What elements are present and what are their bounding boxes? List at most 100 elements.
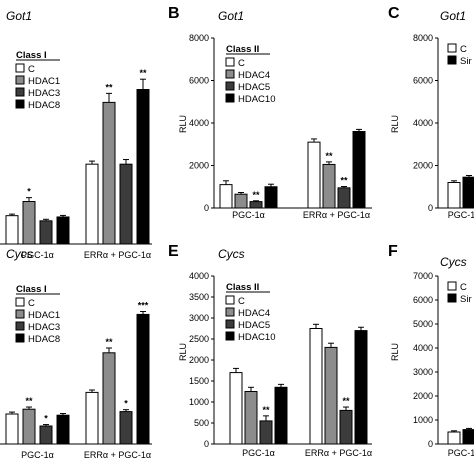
panel-a-legend-swatch (15, 75, 25, 85)
panel-d-significance-label: * (124, 399, 128, 409)
panel-c-bar (462, 176, 474, 209)
panel-f-bar (462, 429, 474, 445)
panel-b-y-tick-label: 6000 (189, 76, 209, 86)
panel-f-y-tick-label: 2000 (413, 391, 433, 401)
panel-f-bar (447, 431, 461, 445)
panel-a-legend-swatch (15, 99, 25, 109)
panel-e-y-tick-label: 1500 (189, 376, 209, 386)
panel-d-bar (85, 391, 99, 445)
panel-e-legend-swatch (225, 331, 235, 341)
panel-d-bar (119, 411, 133, 445)
panel-d-legend-label: HDAC3 (28, 322, 60, 333)
panel-a-significance-label: ** (139, 68, 147, 78)
panel-c-bar (447, 182, 461, 209)
panel-d-significance-label: ** (105, 337, 113, 347)
panel-b-bar (322, 163, 336, 209)
panel-d-legend-label: HDAC8 (28, 334, 60, 345)
panel-a-category-label: PGC-1α (21, 250, 54, 260)
panel-c-y-tick-label: 6000 (413, 76, 433, 86)
panel-b-y-tick-label: 4000 (189, 118, 209, 128)
panel-e-category-label: PGC-1α (242, 448, 275, 458)
panel-e-legend-swatch (225, 319, 235, 329)
panel-a-category-label: ERRα + PGC-1α (84, 250, 151, 260)
panel-f-title: Cycs (440, 255, 467, 269)
panel-d-legend-swatch (15, 309, 25, 319)
panel-b-legend-title: Class II (226, 44, 259, 55)
panel-b-category-label: PGC-1α (232, 210, 265, 220)
panel-a-legend-label: C (28, 64, 35, 75)
panel-b-legend-swatch (225, 81, 235, 91)
panel-b-y-tick-label: 2000 (189, 161, 209, 171)
panel-c-y-tick-label: 8000 (413, 33, 433, 43)
panel-b-bar (337, 187, 351, 209)
panel-e-legend-swatch (225, 295, 235, 305)
panel-e-y-tick-label: 3500 (189, 292, 209, 302)
panel-b-significance-label: ** (325, 151, 333, 161)
panel-e-bar (229, 372, 243, 445)
panel-d-bar (39, 425, 53, 445)
panel-f-legend-swatch (447, 281, 457, 291)
panel-b-legend-label: HDAC5 (238, 82, 270, 93)
panel-d-bar (56, 414, 70, 445)
panel-c-y-axis-label: RLU (390, 115, 400, 133)
panel-e-legend-label: HDAC5 (238, 320, 270, 331)
panel-f-y-axis-label: RLU (390, 343, 400, 361)
panel-f-y-tick-label: 1000 (413, 415, 433, 425)
panel-e-y-axis-label: RLU (178, 343, 188, 361)
panel-b-legend-swatch (225, 57, 235, 67)
panel-c-y-tick-label: 2000 (413, 161, 433, 171)
panel-f-legend-label: C (460, 282, 467, 293)
panel-a-legend-label: HDAC1 (28, 76, 60, 87)
panel-a-bar (56, 216, 70, 245)
panel-d-significance-label: *** (138, 301, 149, 311)
panel-b-category-label: ERRα + PGC-1α (303, 210, 370, 220)
panel-c-legend-label: C (460, 44, 467, 55)
panel-e-y-tick-label: 500 (194, 418, 209, 428)
panel-e-legend-title: Class II (226, 282, 259, 293)
panel-e-y-tick-label: 1000 (189, 397, 209, 407)
panel-d-legend-swatch (15, 321, 25, 331)
panel-e-significance-label: ** (262, 405, 270, 415)
panel-e-title: Cycs (218, 247, 245, 261)
panel-e-bar (354, 330, 368, 445)
panel-e-y-tick-label: 3000 (189, 313, 209, 323)
panel-a-bar (5, 215, 19, 245)
panel-f-category-label: PGC-1 (448, 448, 474, 458)
panel-d-legend-swatch (15, 297, 25, 307)
panel-e-legend-swatch (225, 307, 235, 317)
panel-e-category-label: ERRα + PGC-1α (305, 448, 372, 458)
panel-e-bar (324, 346, 338, 445)
panel-a-bar (102, 101, 116, 245)
panel-f-y-tick-label: 4000 (413, 343, 433, 353)
panel-e-letter: E (168, 243, 179, 260)
panel-d-bar (102, 352, 116, 445)
panel-e-bar (274, 386, 288, 445)
panel-d-significance-label: ** (25, 396, 33, 406)
panel-e-significance-label: ** (342, 396, 350, 406)
panel-c-legend-swatch (447, 55, 457, 65)
panel-b-significance-label: ** (252, 190, 260, 200)
panel-c-legend-label: Sir (460, 56, 472, 67)
panel-b-y-axis-label: RLU (178, 115, 188, 133)
panel-c-y-tick-label: 4000 (413, 118, 433, 128)
panel-f-y-tick-label: 7000 (413, 271, 433, 281)
panel-d-bar (5, 413, 19, 445)
panel-b-legend-swatch (225, 69, 235, 79)
panel-e-y-tick-label: 4000 (189, 271, 209, 281)
panel-e-y-tick-label: 0 (204, 439, 209, 449)
panel-b-bar (352, 131, 366, 209)
panel-e-bar (244, 391, 258, 445)
panel-d-legend-label: C (28, 298, 35, 309)
panel-b-significance-label: ** (340, 176, 348, 186)
panel-d-title: Cycs (6, 247, 33, 261)
panel-a-significance-label: * (27, 187, 31, 197)
panel-a-bar (39, 220, 53, 245)
panel-a-significance-label: ** (105, 82, 113, 92)
panel-a-legend-label: HDAC8 (28, 100, 60, 111)
panel-f-legend-label: Sir (460, 294, 472, 305)
panel-f-y-tick-label: 5000 (413, 319, 433, 329)
panel-a-legend-swatch (15, 63, 25, 73)
panel-c-legend-swatch (447, 43, 457, 53)
panel-d-significance-label: * (44, 414, 48, 424)
